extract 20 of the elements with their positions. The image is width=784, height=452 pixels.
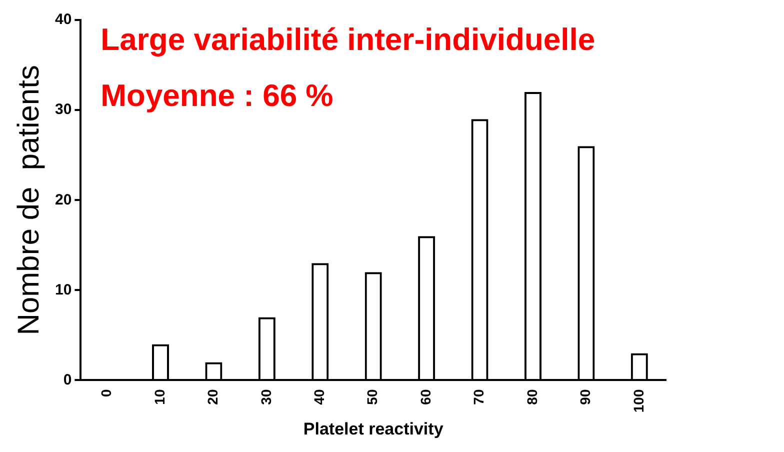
y-tick-label: 20 [54, 191, 72, 208]
x-tick-label: 80 [524, 389, 540, 405]
annotation: Moyenne : 66 % [100, 78, 334, 114]
x-tick-label: 20 [204, 389, 221, 405]
x-tick-label: 60 [417, 389, 434, 405]
x-tick-label: 0 [98, 389, 114, 398]
y-tick-label: 40 [54, 11, 72, 28]
x-axis-title: Platelet reactivity [303, 419, 444, 438]
y-tick-label: 0 [63, 371, 72, 388]
x-tick-label: 90 [577, 389, 594, 405]
x-tick-label: 30 [258, 389, 274, 405]
y-tick-label: 30 [54, 101, 72, 118]
x-tick-label: 40 [310, 389, 327, 405]
annotation: Large variabilité inter-individuelle [100, 22, 596, 58]
x-tick-label: 50 [364, 389, 380, 405]
y-axis-title: Nombre de patients [12, 65, 46, 336]
y-tick-label: 10 [54, 281, 72, 298]
x-tick-label: 10 [151, 389, 168, 405]
x-tick-label: 100 [630, 389, 646, 413]
x-tick-label: 70 [470, 389, 487, 405]
